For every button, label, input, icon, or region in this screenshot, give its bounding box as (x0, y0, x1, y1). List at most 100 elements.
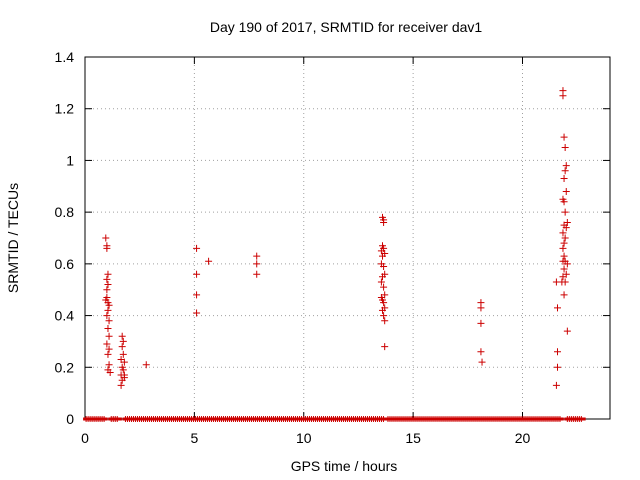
y-tick-label: 0.8 (55, 204, 75, 220)
data-point (120, 358, 128, 366)
y-tick-label: 0.4 (55, 308, 75, 324)
data-point (380, 312, 388, 320)
data-point (377, 278, 385, 286)
data-point (380, 299, 388, 307)
data-point (380, 262, 388, 270)
data-point (561, 208, 569, 216)
x-tick-label: 10 (296, 430, 312, 446)
plot-frame (84, 56, 611, 420)
data-point (253, 270, 261, 278)
y-tick-label: 1.2 (55, 101, 75, 117)
data-point (559, 244, 567, 252)
data-point (193, 291, 201, 299)
zero-value-run (83, 416, 108, 422)
data-point (552, 278, 560, 286)
data-point (205, 257, 213, 265)
y-tick-label: 1.4 (55, 49, 75, 65)
data-point (554, 348, 561, 356)
data-point (105, 345, 113, 353)
data-point (563, 260, 571, 268)
data-point (102, 234, 110, 242)
data-point (106, 368, 114, 376)
grid-lines (85, 57, 610, 419)
y-tick-label: 0.6 (55, 256, 75, 272)
data-point (103, 286, 111, 294)
data-point (104, 270, 112, 278)
data-point (104, 281, 112, 289)
x-tick-label: 0 (81, 430, 89, 446)
data-point (380, 218, 388, 226)
data-point (253, 252, 261, 260)
data-point (193, 270, 201, 278)
data-point (104, 350, 112, 358)
data-point (379, 306, 386, 314)
data-point (381, 343, 389, 351)
data-point (561, 167, 569, 175)
data-point (554, 304, 561, 312)
x-tick-label: 5 (190, 430, 198, 446)
data-point (103, 312, 111, 320)
data-point (477, 348, 485, 356)
data-point (119, 337, 127, 345)
data-point (381, 317, 389, 325)
data-point (379, 273, 386, 281)
x-tick-label: 15 (405, 430, 421, 446)
data-point (477, 304, 485, 312)
chart-title: Day 190 of 2017, SRMTID for receiver dav… (210, 19, 483, 35)
data-point (562, 224, 570, 232)
data-point (560, 291, 568, 299)
x-tick-label: 20 (515, 430, 531, 446)
data-point (253, 260, 261, 268)
data-point (560, 133, 568, 141)
zero-value-run (564, 416, 586, 422)
data-point (119, 350, 127, 358)
data-point (562, 187, 570, 195)
data-point (117, 381, 125, 389)
data-point (560, 198, 568, 206)
data-point (561, 144, 569, 151)
data-point (562, 162, 570, 170)
data-point (554, 363, 561, 371)
data-point (552, 381, 560, 389)
zero-value-run (108, 416, 122, 422)
data-point (104, 325, 112, 332)
data-point (105, 361, 113, 369)
data-point (560, 265, 568, 273)
zero-value-run (384, 416, 564, 422)
tick-labels: 0 0.2 0.4 0.6 0.8 1 1.2 1.4 0 5 10 15 20 (55, 49, 531, 446)
data-point (379, 252, 386, 260)
data-point (105, 332, 113, 340)
data-point (104, 306, 112, 314)
data-point (193, 309, 201, 317)
data-point (478, 358, 486, 366)
data-point (193, 244, 201, 252)
axis-ticks (84, 56, 610, 420)
data-point (118, 343, 126, 351)
data-points (83, 87, 586, 422)
y-tick-label: 0.2 (55, 359, 75, 375)
data-point (559, 229, 567, 237)
data-point (142, 361, 150, 369)
data-point (380, 283, 388, 291)
y-tick-label: 0 (66, 411, 74, 427)
y-tick-label: 1 (66, 152, 74, 168)
data-point (103, 244, 111, 252)
data-point (120, 374, 128, 382)
data-point (559, 92, 567, 100)
data-point (563, 327, 571, 335)
data-point (105, 317, 113, 325)
y-axis-label: SRMTID / TECUs (5, 183, 21, 293)
data-point (559, 273, 567, 281)
data-point (477, 319, 485, 327)
data-point (560, 252, 568, 260)
data-point (103, 275, 111, 283)
zero-value-run (122, 416, 387, 422)
x-axis-label: GPS time / hours (291, 458, 398, 474)
data-point (560, 239, 568, 247)
data-point (105, 301, 113, 309)
data-point (118, 332, 126, 340)
data-point (119, 366, 127, 374)
data-point (103, 340, 111, 348)
data-point (560, 175, 568, 183)
